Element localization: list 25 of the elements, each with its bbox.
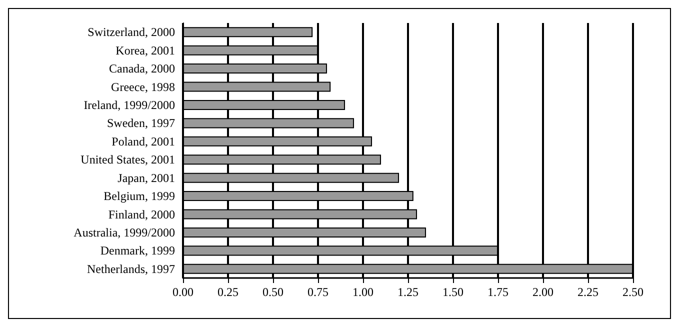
y-tick-label: United States, 2001 <box>80 152 175 167</box>
y-tick-label: Korea, 2001 <box>116 43 175 58</box>
y-tick-label: Ireland, 1999/2000 <box>84 98 175 112</box>
x-tick-label: 0.00 <box>172 285 194 299</box>
x-tick-label: 1.25 <box>398 285 418 299</box>
x-tick-label: 0.75 <box>308 285 328 299</box>
y-tick-label: Finland, 2000 <box>108 207 175 222</box>
y-tick-label: Greece, 1998 <box>111 80 175 94</box>
y-tick-label: Poland, 2001 <box>112 134 175 148</box>
x-tick-label: 0.50 <box>262 285 284 299</box>
y-tick-label: Canada, 2000 <box>109 62 175 76</box>
x-tick-label: 1.50 <box>442 285 464 299</box>
x-tick-label: 0.25 <box>218 285 238 299</box>
y-tick-label: Sweden, 1997 <box>107 116 175 130</box>
x-tick-label: 2.00 <box>532 285 554 299</box>
x-tick-label: 1.75 <box>488 285 508 299</box>
y-tick-label: Japan, 2001 <box>118 170 175 185</box>
y-tick-label: Netherlands, 1997 <box>87 262 175 276</box>
y-tick-label: Switzerland, 2000 <box>88 25 175 40</box>
y-tick-label: Belgium, 1999 <box>104 189 175 204</box>
y-tick-label: Denmark, 1999 <box>100 244 175 258</box>
x-tick-label: 1.00 <box>352 285 374 299</box>
x-tick-label: 2.50 <box>622 285 644 299</box>
x-tick-label: 2.25 <box>578 285 598 299</box>
y-tick-label: Australia, 1999/2000 <box>74 225 175 240</box>
